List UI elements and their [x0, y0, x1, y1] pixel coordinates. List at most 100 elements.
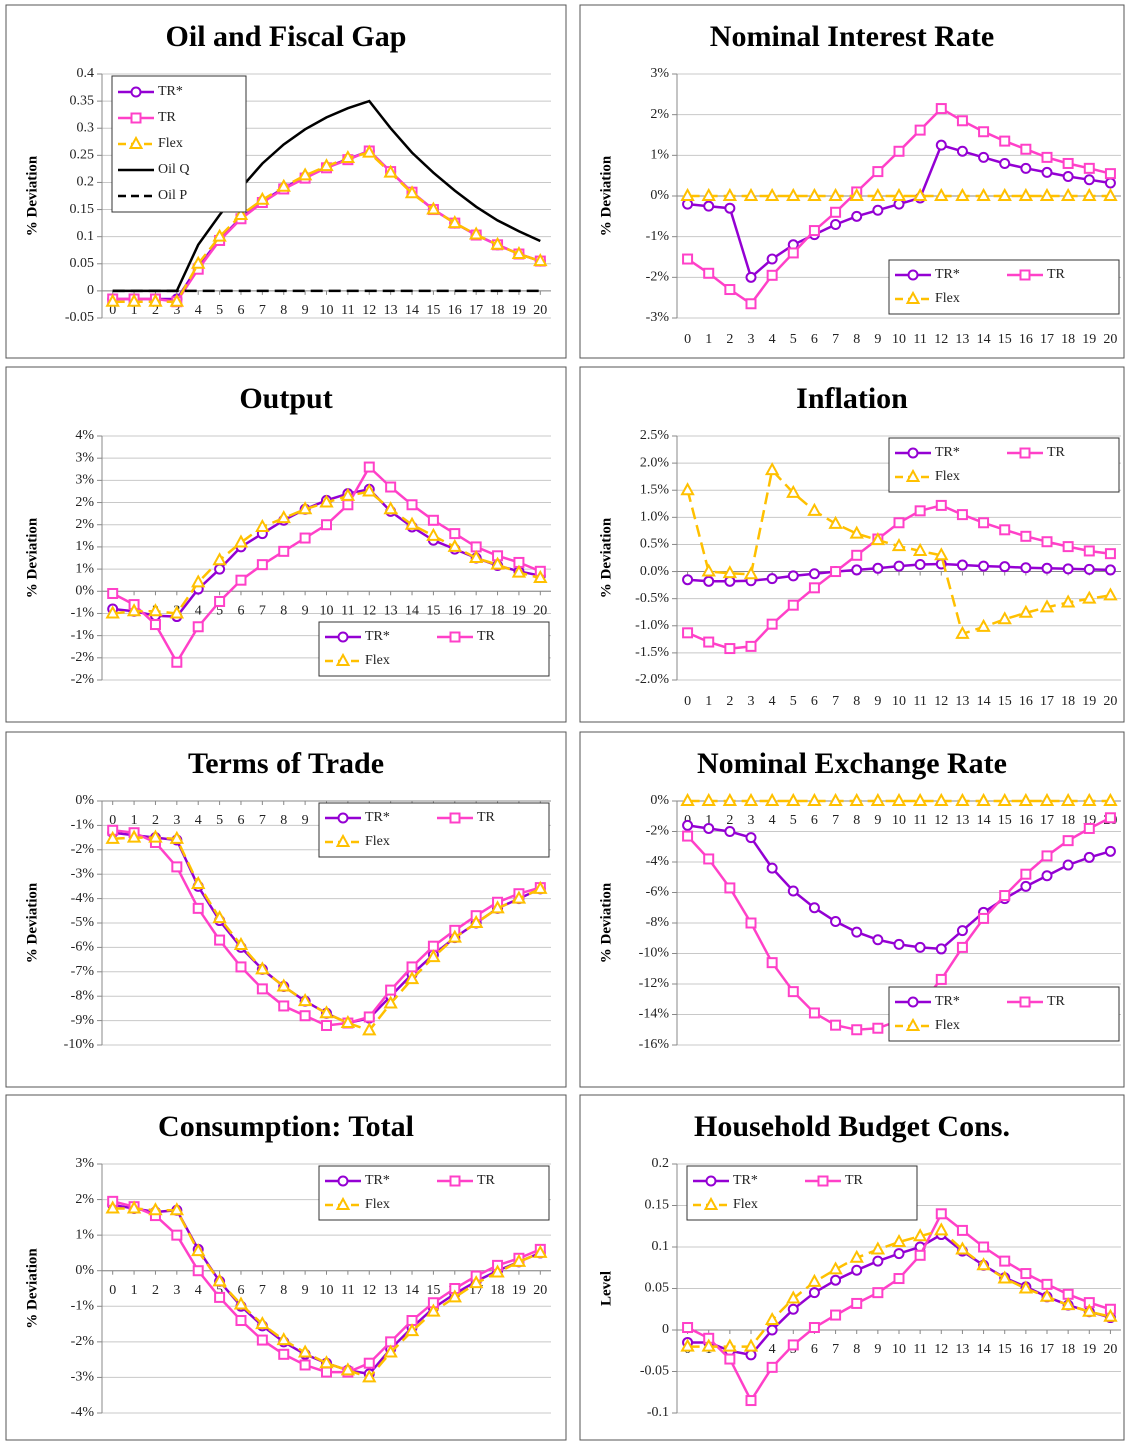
marker: [319, 1005, 334, 1019]
x-tick-label: 9: [874, 332, 881, 347]
marker: [171, 1229, 183, 1241]
marker: [830, 915, 842, 927]
y-tick-label: -2%: [71, 842, 95, 857]
y-tick-label: 2.5%: [640, 428, 670, 443]
x-tick-label: 13: [384, 603, 398, 618]
y-tick-label: 0.15: [70, 202, 95, 217]
y-tick-label: -1.0%: [635, 618, 669, 633]
marker: [1103, 792, 1118, 806]
y-tick-label: 3%: [75, 473, 94, 488]
x-tick-label: 15: [426, 303, 440, 318]
chart-panel: Oil and Fiscal Gap % Deviation 0.4 0.35 0.3 0…: [5, 4, 567, 359]
marker: [907, 269, 919, 281]
x-tick-label: 11: [913, 813, 926, 828]
marker: [1104, 812, 1116, 824]
x-tick-label: 6: [237, 303, 244, 318]
x-tick-label: 17: [469, 603, 483, 618]
y-tick-label: 1%: [75, 561, 94, 576]
x-tick-label: 7: [832, 332, 839, 347]
marker: [1060, 792, 1076, 806]
marker: [808, 568, 820, 580]
marker: [724, 284, 736, 296]
marker: [1018, 792, 1034, 806]
marker: [449, 528, 461, 540]
marker: [849, 525, 864, 539]
marker: [997, 792, 1012, 806]
marker: [955, 187, 970, 201]
marker: [745, 917, 757, 929]
marker: [362, 1369, 377, 1383]
marker: [682, 627, 694, 639]
marker: [955, 625, 970, 639]
x-tick-label: 1: [705, 694, 712, 709]
marker: [956, 1224, 968, 1236]
marker: [935, 499, 947, 511]
marker: [914, 505, 926, 517]
x-tick-label: 19: [1082, 332, 1096, 347]
y-tick-label: -1%: [71, 818, 95, 833]
marker: [449, 812, 461, 824]
x-tick-label: 10: [892, 694, 906, 709]
marker: [935, 103, 947, 115]
x-tick-label: 6: [811, 332, 818, 347]
x-tick-label: 20: [1103, 1342, 1117, 1357]
marker: [169, 1202, 185, 1216]
x-tick-label: 3: [748, 694, 755, 709]
chart-panel: Terms of Trade % Deviation 0% -1% -2% -3% -4% -…: [5, 731, 567, 1088]
y-tick-label: -1%: [646, 229, 670, 244]
marker: [1062, 157, 1074, 169]
x-tick-label: 10: [892, 1342, 906, 1357]
x-tick-label: 7: [259, 603, 266, 618]
x-tick-label: 3: [173, 813, 180, 828]
y-tick-label: 0.1: [652, 1239, 670, 1254]
marker: [363, 461, 375, 473]
marker: [233, 936, 249, 950]
y-tick-label: -4%: [71, 1405, 95, 1420]
marker: [169, 830, 185, 844]
marker: [999, 524, 1011, 536]
marker: [148, 603, 163, 617]
marker: [1060, 594, 1076, 608]
chart-panel: Nominal Interest Rate % Deviation 3% 2% 1% 0%…: [579, 4, 1125, 359]
marker: [321, 1366, 332, 1378]
marker: [807, 1273, 822, 1287]
marker: [255, 518, 270, 532]
marker: [1104, 548, 1116, 560]
legend-label: Flex: [365, 1197, 390, 1212]
x-tick-label: 18: [491, 1283, 505, 1298]
x-tick-label: 11: [341, 1283, 354, 1298]
x-tick-label: 8: [853, 1342, 860, 1357]
marker: [383, 501, 398, 515]
marker: [701, 1338, 716, 1352]
y-tick-label: -16%: [639, 1037, 670, 1052]
marker: [851, 926, 863, 938]
marker: [997, 187, 1012, 201]
marker: [192, 902, 204, 914]
y-tick-label: -2%: [71, 1334, 95, 1349]
x-tick-label: 0: [684, 694, 691, 709]
marker: [703, 267, 715, 279]
marker: [235, 961, 247, 973]
x-tick-label: 4: [195, 813, 202, 828]
marker: [956, 145, 968, 157]
x-tick-label: 1: [131, 813, 138, 828]
x-tick-label: 4: [769, 813, 776, 828]
marker: [128, 135, 144, 149]
legend-label: Flex: [365, 834, 390, 849]
marker: [105, 293, 120, 307]
marker: [935, 139, 947, 151]
marker: [192, 1265, 204, 1277]
legend-box: [318, 802, 550, 858]
x-tick-label: 19: [512, 303, 526, 318]
x-tick-label: 13: [384, 303, 398, 318]
x-tick-label: 14: [977, 1342, 991, 1357]
legend-label: TR*: [365, 629, 390, 644]
x-tick-label: 4: [769, 332, 776, 347]
marker: [912, 187, 928, 201]
marker: [126, 1200, 142, 1214]
marker: [851, 1264, 863, 1276]
marker: [914, 1249, 926, 1261]
y-axis-label: % Deviation: [598, 155, 614, 236]
y-tick-label: 4%: [75, 428, 94, 443]
marker: [893, 1248, 905, 1260]
